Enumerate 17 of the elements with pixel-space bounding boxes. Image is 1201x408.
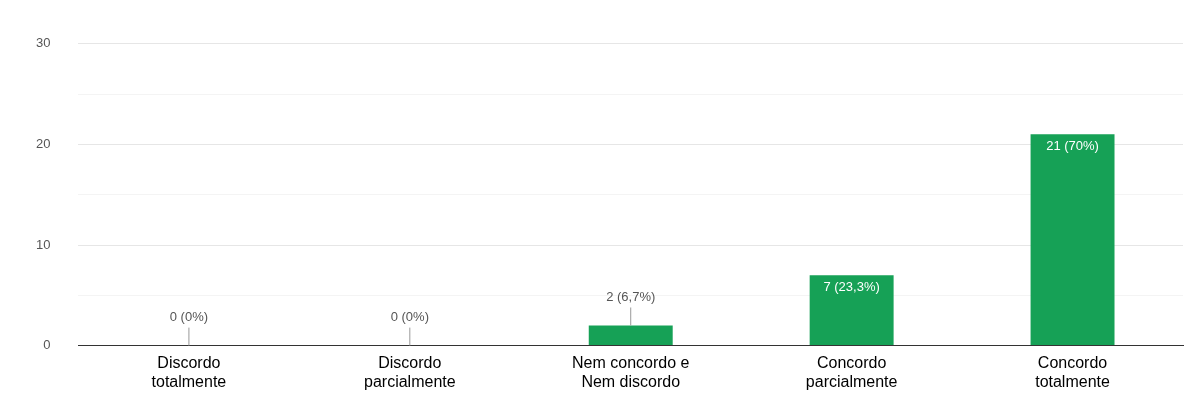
bar — [809, 275, 894, 346]
y-tick-label: 30 — [35, 35, 51, 51]
x-tick-label: Nem concordo e Nem discordo — [572, 353, 690, 390]
bar — [1030, 134, 1115, 346]
x-tick-label: Discordo parcialmente — [364, 353, 456, 390]
data-label: 2 (6,7%) — [606, 288, 656, 304]
y-tick-label: 0 — [43, 337, 51, 353]
x-tick-label: Concordo parcialmente — [805, 353, 898, 390]
y-tick-label: 20 — [35, 135, 51, 151]
data-label: 7 (23,3%) — [823, 279, 880, 295]
x-tick-label: Discordo totalmente — [151, 353, 227, 390]
data-label: 0 (0%) — [390, 308, 429, 324]
data-label: 21 (70%) — [1046, 138, 1099, 154]
data-label: 0 (0%) — [169, 308, 209, 324]
y-tick-label: 10 — [35, 236, 51, 252]
x-tick-label: Concordo totalmente — [1035, 353, 1110, 390]
bar — [588, 325, 673, 346]
